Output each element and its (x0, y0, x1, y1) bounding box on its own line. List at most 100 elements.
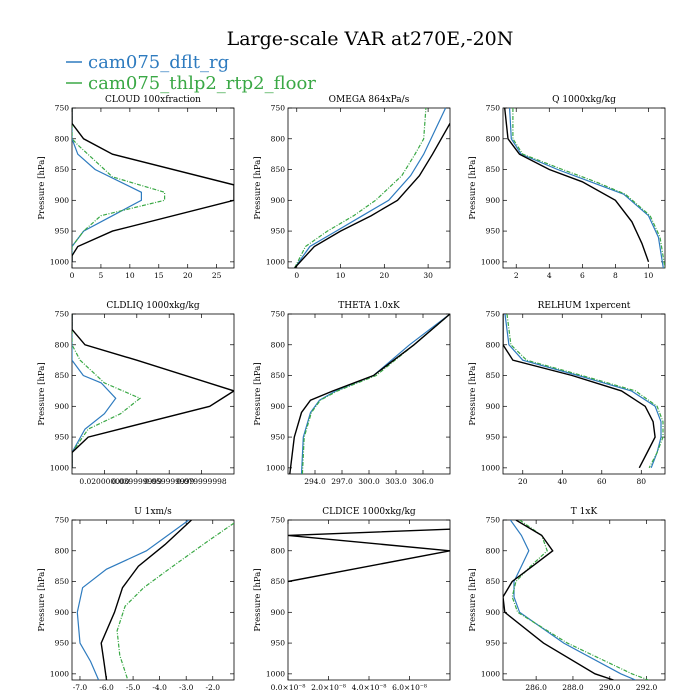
panel-2: OMEGA 864xPa/s Pressure [hPa] 750 800 850 900… (253, 95, 451, 280)
y-tick-label: 800 (55, 340, 70, 349)
series-line-s1 (72, 108, 142, 262)
y-tick-label: 900 (271, 402, 286, 411)
x-tick-label: 25 (212, 271, 222, 280)
y-axis-label: Pressure [hPa] (37, 568, 47, 631)
y-tick-label: 950 (486, 227, 501, 236)
panel-title: THETA 1.0xK (338, 301, 400, 311)
y-axis-label: Pressure [hPa] (468, 156, 478, 219)
x-tick-label: 0 (70, 271, 75, 280)
y-tick-label: 900 (486, 196, 501, 205)
y-tick-label: 950 (271, 227, 286, 236)
x-tick-label: 10 (644, 271, 654, 280)
figure-title: Large-scale VAR at270E,-20N (227, 28, 514, 50)
x-tick-label: 10 (125, 271, 135, 280)
x-tick-label: 20 (380, 271, 390, 280)
x-tick-label: 2.0×10⁻⁸ (311, 683, 346, 692)
y-axis-label: Pressure [hPa] (468, 568, 478, 631)
series-line-ref (100, 520, 192, 680)
series-line-ref (288, 528, 450, 583)
panel-9: T 1xK Pressure [hPa] 750 800 850 900 950 1000 28… (468, 507, 666, 692)
series-line-s2 (511, 520, 649, 680)
panel-3: Q 1000xkg/kg Pressure [hPa] 750 800 850 900 95… (468, 95, 666, 280)
series-line-s1 (504, 314, 662, 469)
x-tick-label: 0 (294, 271, 299, 280)
y-tick-label: 950 (55, 227, 70, 236)
y-tick-label: 900 (55, 196, 70, 205)
y-tick-label: 800 (55, 546, 70, 555)
series-line-ref (504, 108, 650, 263)
x-tick-label: 303.0 (385, 477, 407, 486)
x-tick-label: 80 (637, 477, 647, 486)
panel-frame (502, 313, 666, 475)
x-tick-label: -4.0 (152, 683, 167, 692)
y-tick-label: 900 (486, 608, 501, 617)
x-tick-label: 0.039999999 (112, 477, 162, 486)
y-tick-label: 750 (486, 310, 501, 319)
x-tick-label: 292.0 (636, 683, 658, 692)
series-line-s1 (509, 520, 636, 680)
panel-title: T 1xK (571, 507, 598, 517)
y-tick-label: 800 (486, 134, 501, 143)
y-tick-label: 950 (271, 639, 286, 648)
legend-label-2: cam075_thlp2_rtp2_floor (88, 73, 316, 94)
y-tick-label: 800 (271, 546, 286, 555)
y-axis-label: Pressure [hPa] (253, 362, 263, 425)
y-tick-label: 950 (55, 433, 70, 442)
y-tick-label: 1000 (50, 669, 69, 678)
y-tick-label: 850 (271, 371, 286, 380)
series-line-s2 (72, 108, 166, 262)
y-tick-label: 800 (271, 134, 286, 143)
y-tick-label: 900 (55, 402, 70, 411)
x-tick-label: 20 (518, 477, 528, 486)
series-line-s2 (72, 314, 142, 468)
x-tick-label: 15 (154, 271, 164, 280)
panel-frame (287, 313, 451, 475)
series-line-ref (72, 314, 234, 468)
y-tick-label: 750 (271, 310, 286, 319)
x-tick-label: 10 (336, 271, 346, 280)
y-tick-label: 950 (55, 639, 70, 648)
y-axis-label: Pressure [hPa] (253, 568, 263, 631)
panel-1: CLOUD 100xfraction Pressure [hPa] 750 800 85… (37, 95, 235, 280)
panel-title: CLDLIQ 1000xkg/kg (106, 301, 200, 311)
x-tick-label: 6 (580, 271, 585, 280)
series-line-ref (294, 123, 450, 268)
y-tick-label: 850 (55, 577, 70, 586)
panel-title: CLDICE 1000xkg/kg (322, 507, 416, 517)
panel-frame (71, 313, 235, 475)
panel-7: U 1xm/s Pressure [hPa] 750 800 850 900 950 1000… (37, 507, 235, 692)
y-tick-label: 1000 (481, 463, 500, 472)
series-line-s1 (509, 108, 664, 268)
y-tick-label: 850 (271, 165, 286, 174)
x-tick-label: 30 (423, 271, 433, 280)
y-tick-label: 750 (55, 310, 70, 319)
panel-title: Q 1000xkg/kg (552, 95, 616, 105)
y-tick-label: 900 (55, 608, 70, 617)
panel-4: CLDLIQ 1000xkg/kg Pressure [hPa] 750 800 850… (37, 301, 235, 486)
panel-frame (71, 519, 235, 681)
y-tick-label: 1000 (266, 257, 285, 266)
x-tick-label: 286.0 (525, 683, 547, 692)
x-tick-label: 8 (613, 271, 618, 280)
y-tick-label: 800 (486, 546, 501, 555)
series-line-ref (72, 108, 234, 262)
x-tick-label: 0.020000000 (79, 477, 129, 486)
x-tick-label: 288.0 (562, 683, 584, 692)
x-tick-label: 0.059999999 (144, 477, 194, 486)
panel-5: THETA 1.0xK Pressure [hPa] 750 800 850 900 950… (253, 301, 451, 486)
legend: cam075_dflt_rg cam075_thlp2_rtp2_floor (66, 52, 316, 94)
y-tick-label: 800 (486, 340, 501, 349)
y-tick-label: 1000 (266, 463, 285, 472)
x-tick-label: 20 (183, 271, 193, 280)
panel-title: OMEGA 864xPa/s (329, 95, 410, 105)
y-tick-label: 850 (55, 371, 70, 380)
y-tick-label: 750 (486, 516, 501, 525)
x-tick-label: -7.0 (73, 683, 88, 692)
series-line-s2 (294, 108, 427, 268)
y-tick-label: 950 (486, 433, 501, 442)
series-line-s1 (300, 314, 450, 474)
y-tick-label: 900 (271, 196, 286, 205)
panel-frame (502, 107, 666, 269)
series-line-s1 (76, 520, 190, 680)
